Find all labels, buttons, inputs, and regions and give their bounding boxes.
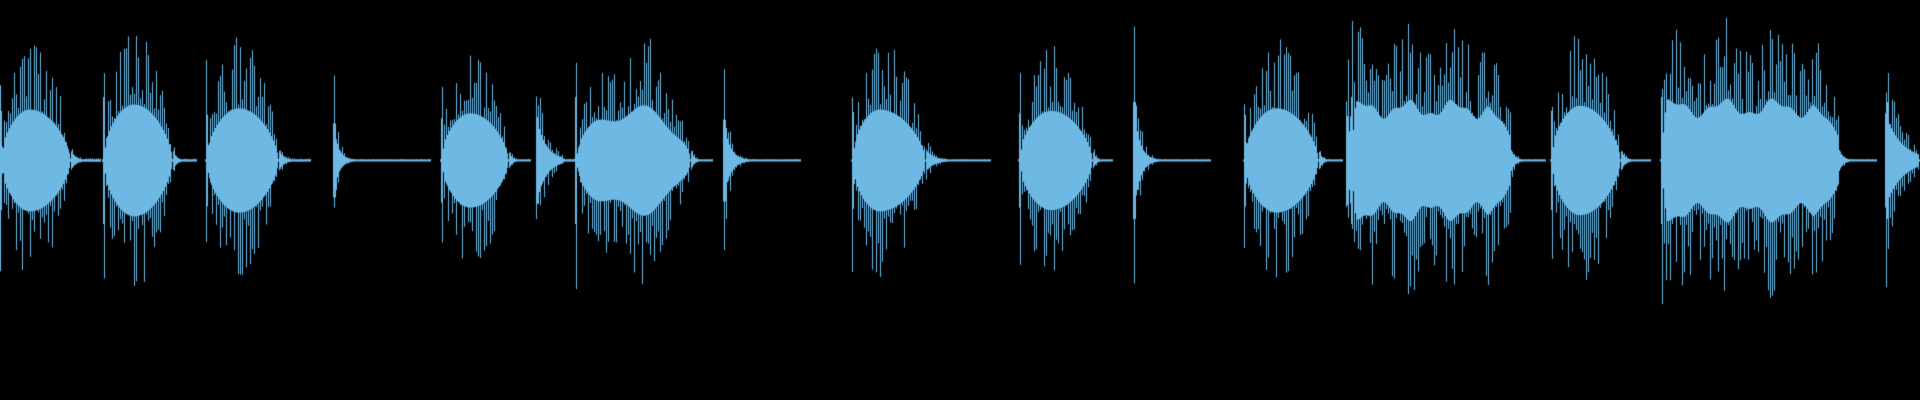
waveform-viewer[interactable] bbox=[0, 0, 1920, 400]
waveform-canvas[interactable] bbox=[0, 0, 1920, 400]
